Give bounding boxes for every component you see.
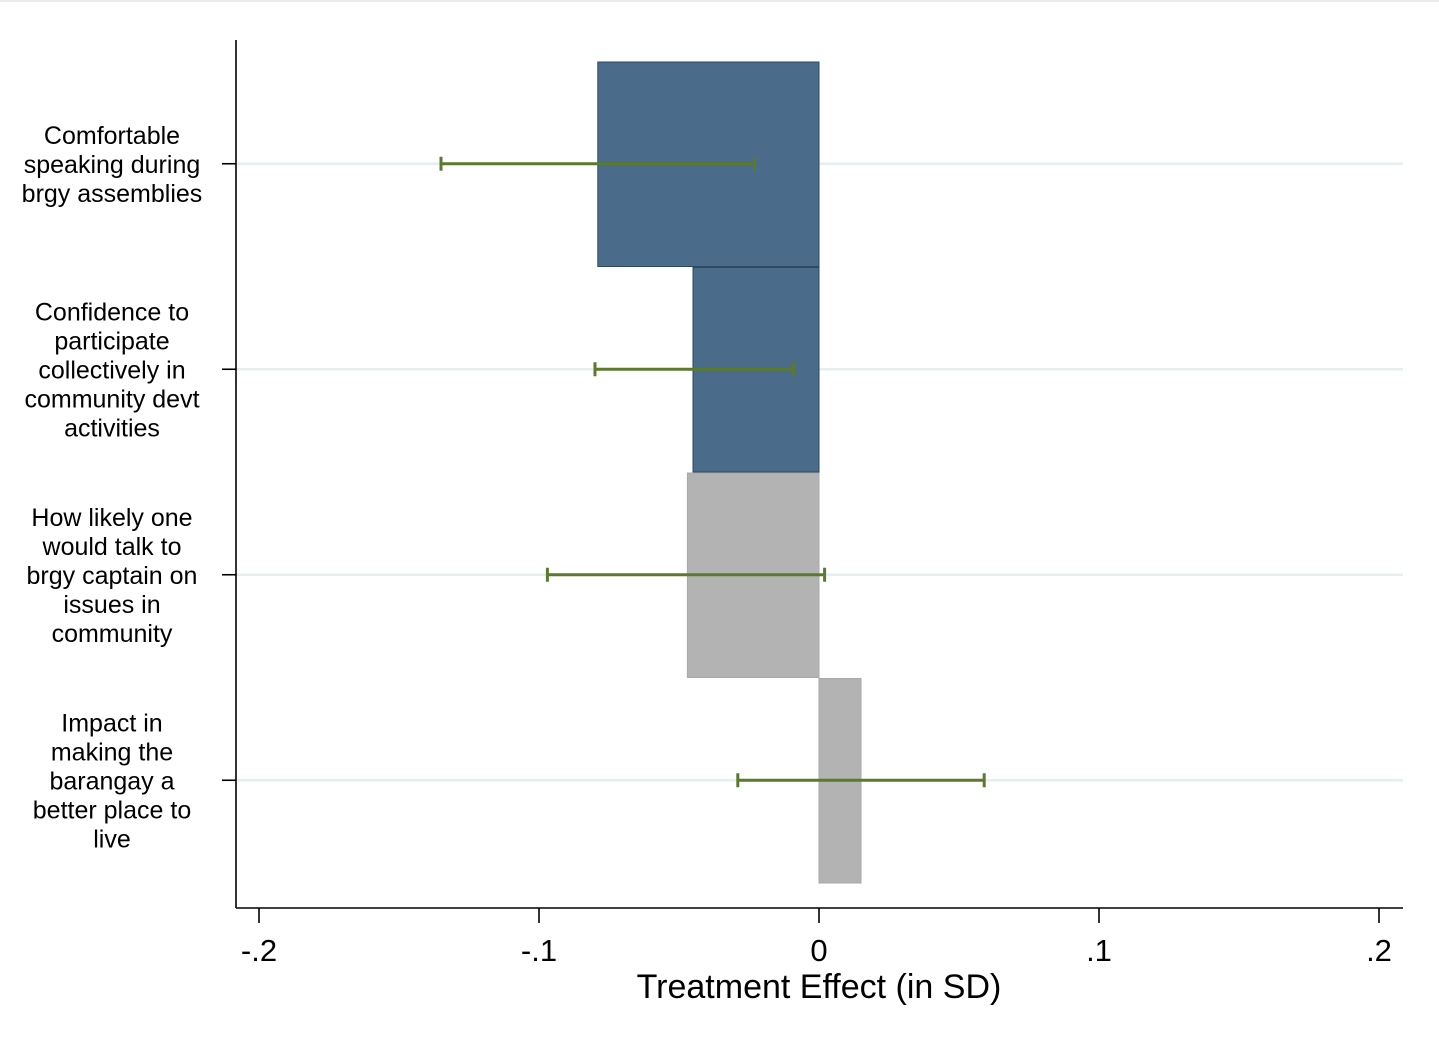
bars <box>597 61 862 884</box>
x-axis-title: Treatment Effect (in SD) <box>637 968 1002 1006</box>
category-label: How likely one would talk to brgy captain … <box>27 504 198 648</box>
category-labels: Comfortable speaking during brgy assemblie… <box>22 122 203 854</box>
x-tick-label: .1 <box>1086 933 1112 968</box>
error-bars <box>439 156 986 788</box>
x-tick-label: -.1 <box>521 933 557 968</box>
category-label: Comfortable speaking during brgy assemblie… <box>22 122 203 208</box>
x-tick-label: 0 <box>810 933 827 968</box>
x-tick-label: -.2 <box>241 933 277 968</box>
x-axis-ticks: -.2 -.1 0 .1 .2 <box>241 908 1392 968</box>
category-label: Impact in making the barangay a better plac… <box>33 709 191 853</box>
x-tick-label: .2 <box>1366 933 1392 968</box>
category-label: Confidence to participate collectively in c… <box>24 298 199 442</box>
